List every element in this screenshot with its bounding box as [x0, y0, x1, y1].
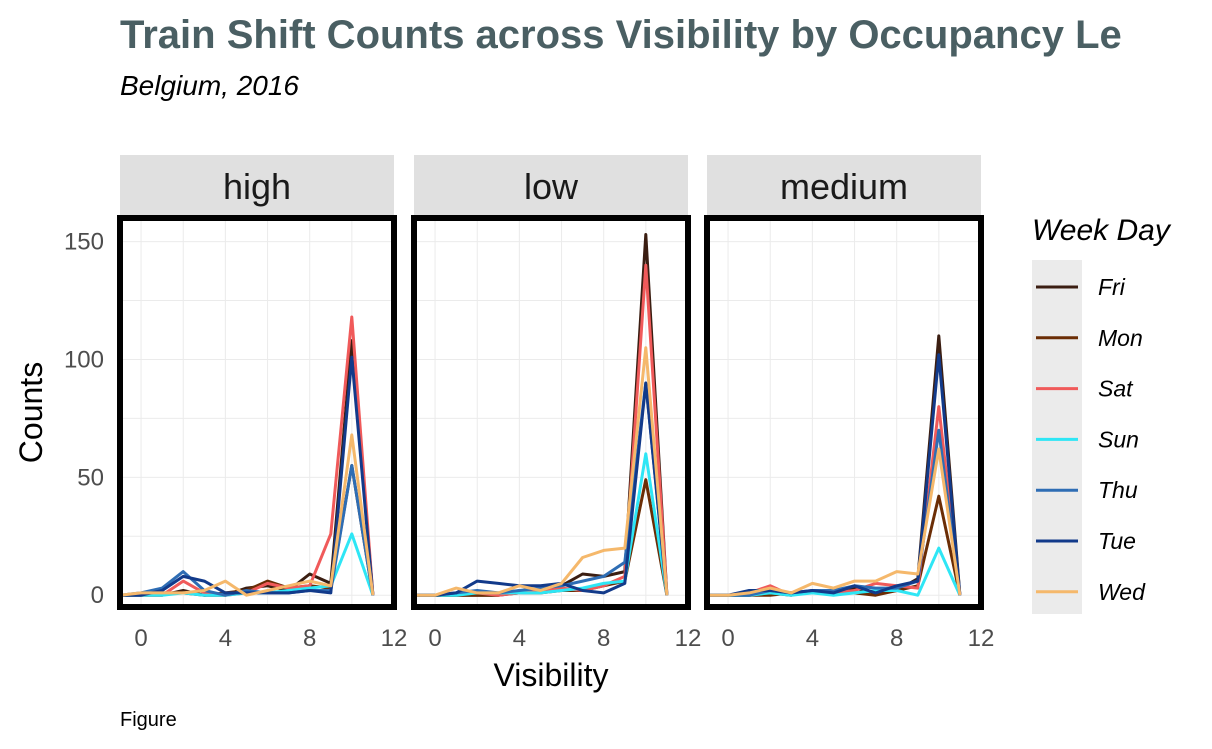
- panel-border: [704, 215, 984, 610]
- panel-border: [117, 215, 397, 610]
- y-axis-title: Counts: [13, 362, 49, 463]
- series-line-tue: [414, 381, 669, 597]
- legend-item-label: Thu: [1098, 477, 1138, 503]
- x-tick-label: 4: [806, 625, 819, 652]
- series-line-wed: [707, 447, 962, 597]
- x-tick-label: 0: [721, 625, 734, 652]
- y-tick-label: 100: [64, 346, 104, 373]
- x-tick-label: 4: [219, 625, 232, 652]
- legend: Week Day Fri Mon Sat Sun Thu Tue Wed: [1032, 214, 1172, 614]
- y-tick-label: 50: [77, 464, 104, 491]
- facet-strip: [414, 155, 688, 217]
- series-line-wed: [414, 346, 669, 597]
- legend-item-label: Sat: [1098, 376, 1134, 402]
- legend-item-label: Sun: [1098, 426, 1139, 452]
- legend-items: Fri Mon Sat Sun Thu Tue Wed: [1036, 274, 1146, 605]
- legend-item-sat: Sat: [1036, 376, 1134, 402]
- x-tick-label: 8: [890, 625, 903, 652]
- legend-item-label: Tue: [1098, 528, 1136, 554]
- x-tick-label: 0: [134, 625, 147, 652]
- gridlines: [120, 218, 395, 607]
- x-tick-label: 0: [428, 625, 441, 652]
- chart-caption: Figure: [120, 709, 177, 731]
- x-tick-label: 4: [513, 625, 526, 652]
- chart-subtitle: Belgium, 2016: [120, 70, 299, 101]
- legend-title: Week Day: [1032, 214, 1172, 247]
- facet-panel-medium: medium 0 4 8 12: [704, 155, 995, 652]
- x-tick-label: 8: [597, 625, 610, 652]
- legend-key-background: [1032, 260, 1082, 614]
- facet-panel-low: low 0 4 8 12: [411, 155, 702, 652]
- legend-item-label: Wed: [1098, 579, 1146, 605]
- series-line-tue: [707, 353, 962, 597]
- y-axis: 0 50 100 150: [64, 229, 104, 610]
- panel-border: [411, 215, 691, 610]
- legend-item-sun: Sun: [1036, 426, 1139, 452]
- facet-strip: [707, 155, 981, 217]
- facet-strip-label: medium: [780, 166, 908, 207]
- facet-panels: high 0 4 8 12 low 0 4 8 12 medium 0 4 8 12: [117, 155, 995, 652]
- x-tick-label: 8: [303, 625, 316, 652]
- legend-item-mon: Mon: [1036, 325, 1143, 351]
- facet-strip-label: low: [524, 166, 579, 207]
- series-line-wed: [119, 433, 375, 597]
- legend-item-thu: Thu: [1036, 477, 1138, 503]
- y-tick-label: 150: [64, 229, 104, 256]
- legend-item-tue: Tue: [1036, 528, 1136, 554]
- legend-item-label: Fri: [1098, 274, 1126, 300]
- x-axis-title: Visibility: [494, 657, 609, 693]
- x-tick-label: 12: [381, 625, 408, 652]
- x-tick-label: 12: [675, 625, 702, 652]
- y-tick-label: 0: [91, 582, 104, 609]
- series-line-tue: [120, 355, 375, 597]
- legend-item-label: Mon: [1098, 325, 1143, 351]
- facet-strip: [120, 155, 394, 217]
- legend-item-fri: Fri: [1036, 274, 1126, 300]
- chart-title: Train Shift Counts across Visibility by …: [120, 13, 1122, 57]
- legend-item-wed: Wed: [1036, 579, 1146, 605]
- x-tick-label: 12: [968, 625, 995, 652]
- facet-strip-label: high: [223, 166, 291, 207]
- facet-panel-high: high 0 4 8 12: [117, 155, 408, 652]
